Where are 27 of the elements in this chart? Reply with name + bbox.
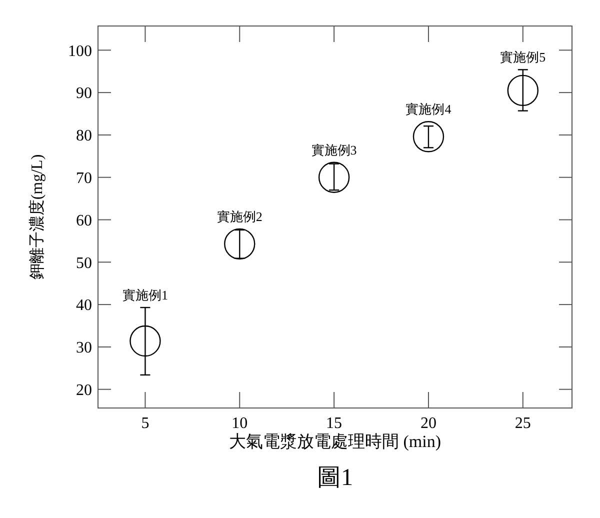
annotation: 實施例1 xyxy=(122,288,168,303)
y-tick-label: 30 xyxy=(76,340,92,357)
point xyxy=(412,121,444,152)
x-axis-title: 大氣電漿放電處理時間 (min) xyxy=(228,432,442,451)
x-tick-label: 20 xyxy=(420,415,436,432)
y-tick-label: 20 xyxy=(76,382,92,399)
y-tick-label: 40 xyxy=(76,297,92,314)
y-tick-label: 50 xyxy=(76,254,92,272)
x-tick-label: 15 xyxy=(326,415,342,432)
y-tick-label: 90 xyxy=(76,85,92,102)
point xyxy=(224,228,256,260)
y-tick-label: 100 xyxy=(68,42,92,60)
x-tick-label: 10 xyxy=(232,415,248,432)
caption: 圖1 xyxy=(317,465,353,491)
y-axis-title: 鉀離子濃度(mg/L) xyxy=(28,154,46,280)
point xyxy=(318,162,350,193)
x-tick-label: 25 xyxy=(514,415,531,432)
y-tick-label: 80 xyxy=(76,128,92,145)
x-tick-label: 5 xyxy=(141,415,150,432)
y-tick-label: 70 xyxy=(76,170,92,187)
point xyxy=(130,325,161,357)
y-tick-label: 60 xyxy=(76,212,92,230)
annotation: 實施例3 xyxy=(311,142,357,158)
annotation: 實施例5 xyxy=(500,50,546,65)
annotation: 實施例2 xyxy=(216,208,262,224)
point xyxy=(507,74,538,106)
annotation: 實施例4 xyxy=(406,102,452,117)
